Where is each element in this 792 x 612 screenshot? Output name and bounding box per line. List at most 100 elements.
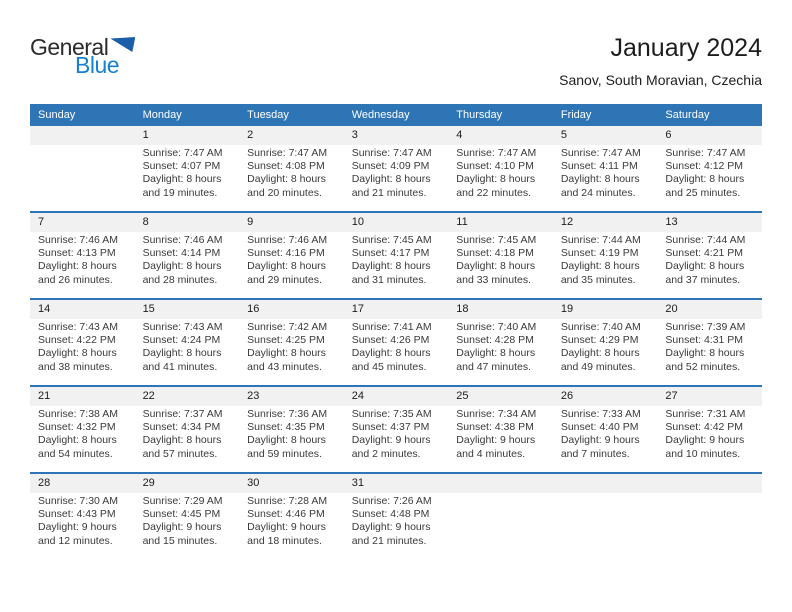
daylight-text-line1: Daylight: 8 hours xyxy=(142,434,222,447)
day-cell: Sunrise: 7:46 AM Sunset: 4:14 PM Daylight:… xyxy=(135,232,240,298)
day-number: 30 xyxy=(247,477,260,489)
day-cell: Sunrise: 7:40 AM Sunset: 4:28 PM Daylight:… xyxy=(448,319,553,385)
day-number: 28 xyxy=(38,477,51,489)
daylight-text-line1: Daylight: 8 hours xyxy=(665,260,745,273)
daylight-text-line1: Daylight: 8 hours xyxy=(665,173,745,186)
day-number: 21 xyxy=(38,390,51,402)
daylight-text-line2: and 20 minutes. xyxy=(247,186,322,199)
day-number-band: 1 2 3 4 5 6 xyxy=(30,126,762,145)
day-cell: Sunrise: 7:40 AM Sunset: 4:29 PM Daylight:… xyxy=(553,319,658,385)
sunrise-text: Sunrise: 7:47 AM xyxy=(247,147,328,159)
daylight-text-line2: and 52 minutes. xyxy=(665,360,741,373)
sunset-text: Sunset: 4:28 PM xyxy=(456,334,534,347)
daylight-text-line2: and 15 minutes. xyxy=(142,534,218,547)
day-number: 23 xyxy=(247,390,260,402)
daylight-text-line1: Daylight: 8 hours xyxy=(456,347,536,360)
weekday-wednesday: Wednesday xyxy=(351,109,410,121)
daylight-text-line2: and 21 minutes. xyxy=(351,534,427,547)
sunrise-text: Sunrise: 7:46 AM xyxy=(142,234,223,246)
sunrise-text: Sunrise: 7:47 AM xyxy=(142,147,223,159)
sunrise-text: Sunrise: 7:46 AM xyxy=(247,234,328,246)
day-cell: Sunrise: 7:47 AM Sunset: 4:07 PM Daylight:… xyxy=(135,145,240,211)
sunset-text: Sunset: 4:25 PM xyxy=(247,334,325,347)
day-number: 27 xyxy=(665,390,678,402)
day-cell: Sunrise: 7:43 AM Sunset: 4:22 PM Daylight:… xyxy=(30,319,135,385)
day-number: 25 xyxy=(456,390,469,402)
day-cell: Sunrise: 7:31 AM Sunset: 4:42 PM Daylight:… xyxy=(657,406,762,472)
sunset-text: Sunset: 4:18 PM xyxy=(456,247,534,260)
day-number: 20 xyxy=(665,303,678,315)
day-cell: Sunrise: 7:37 AM Sunset: 4:34 PM Daylight:… xyxy=(135,406,240,472)
day-cell: Sunrise: 7:47 AM Sunset: 4:10 PM Daylight:… xyxy=(448,145,553,211)
sunrise-text: Sunrise: 7:45 AM xyxy=(456,234,537,246)
week-row: 21 22 23 24 25 26 27 Sunrise: 7:38 AM Sunset: 4:… xyxy=(30,385,762,472)
sunrise-text: Sunrise: 7:39 AM xyxy=(665,321,746,333)
day-cell: Sunrise: 7:44 AM Sunset: 4:19 PM Daylight:… xyxy=(553,232,658,298)
sunrise-text: Sunrise: 7:43 AM xyxy=(38,321,118,333)
day-number: 13 xyxy=(665,216,678,228)
sunset-text: Sunset: 4:46 PM xyxy=(247,508,325,521)
daylight-text-line1: Daylight: 9 hours xyxy=(38,521,117,534)
daylight-text-line2: and 43 minutes. xyxy=(247,360,322,373)
sunset-text: Sunset: 4:26 PM xyxy=(351,334,430,347)
sunrise-text: Sunrise: 7:29 AM xyxy=(142,495,223,507)
sunset-text: Sunset: 4:29 PM xyxy=(560,334,639,347)
day-number-empty xyxy=(30,126,135,145)
day-cell: Sunrise: 7:39 AM Sunset: 4:31 PM Daylight:… xyxy=(657,319,762,385)
daylight-text-line2: and 22 minutes. xyxy=(456,186,531,199)
calendar-table: Sunday Monday Tuesday Wednesday Thursday… xyxy=(30,104,762,559)
logo-text-blue: Blue xyxy=(75,52,120,78)
sunrise-text: Sunrise: 7:38 AM xyxy=(38,408,118,420)
title-block: January 2024 Sanov, South Moravian, Czec… xyxy=(559,34,762,88)
sunset-text: Sunset: 4:11 PM xyxy=(560,160,638,173)
day-cell: Sunrise: 7:41 AM Sunset: 4:26 PM Daylight:… xyxy=(344,319,449,385)
sunrise-text: Sunrise: 7:35 AM xyxy=(351,408,432,420)
daylight-text-line2: and 37 minutes. xyxy=(665,273,741,286)
week-row: 1 2 3 4 5 6 Sunrise: 7:47 AM Sunset: 4:07 PM Day… xyxy=(30,126,762,211)
daylight-text-line1: Daylight: 8 hours xyxy=(456,260,536,273)
day-number-empty xyxy=(553,474,658,493)
day-number: 2 xyxy=(247,129,254,141)
weekday-header-row: Sunday Monday Tuesday Wednesday Thursday… xyxy=(30,104,762,126)
sunset-text: Sunset: 4:48 PM xyxy=(351,508,430,521)
day-cell: Sunrise: 7:47 AM Sunset: 4:08 PM Daylight:… xyxy=(239,145,344,211)
sunset-text: Sunset: 4:12 PM xyxy=(665,160,744,173)
day-number: 3 xyxy=(351,129,358,141)
daylight-text-line2: and 28 minutes. xyxy=(142,273,218,286)
daylight-text-line1: Daylight: 9 hours xyxy=(247,521,326,534)
day-number: 24 xyxy=(351,390,364,402)
sunset-text: Sunset: 4:40 PM xyxy=(560,421,639,434)
day-number: 26 xyxy=(560,390,574,402)
daylight-text-line1: Daylight: 9 hours xyxy=(351,434,431,447)
day-details-row: Sunrise: 7:47 AM Sunset: 4:07 PM Daylight:… xyxy=(30,145,762,211)
sunset-text: Sunset: 4:16 PM xyxy=(247,247,325,260)
weekday-tuesday: Tuesday xyxy=(247,109,289,121)
daylight-text-line2: and 21 minutes. xyxy=(351,186,427,199)
day-cell: Sunrise: 7:34 AM Sunset: 4:38 PM Daylight:… xyxy=(448,406,553,472)
day-cell: Sunrise: 7:38 AM Sunset: 4:32 PM Daylight:… xyxy=(30,406,135,472)
sunrise-text: Sunrise: 7:33 AM xyxy=(560,408,641,420)
daylight-text-line2: and 26 minutes. xyxy=(38,273,113,286)
sunset-text: Sunset: 4:37 PM xyxy=(351,421,430,434)
daylight-text-line2: and 29 minutes. xyxy=(247,273,322,286)
day-number: 29 xyxy=(142,477,155,489)
daylight-text-line1: Daylight: 8 hours xyxy=(351,173,431,186)
sunset-text: Sunset: 4:19 PM xyxy=(560,247,639,260)
day-number: 12 xyxy=(560,216,574,228)
daylight-text-line1: Daylight: 8 hours xyxy=(142,173,222,186)
sunset-text: Sunset: 4:10 PM xyxy=(456,160,534,173)
sunset-text: Sunset: 4:17 PM xyxy=(351,247,430,260)
sunset-text: Sunset: 4:13 PM xyxy=(38,247,116,260)
day-number: 1 xyxy=(142,129,149,141)
daylight-text-line2: and 57 minutes. xyxy=(142,447,218,460)
sunrise-text: Sunrise: 7:46 AM xyxy=(38,234,118,246)
sunset-text: Sunset: 4:24 PM xyxy=(142,334,221,347)
day-number: 11 xyxy=(456,216,468,228)
day-number: 19 xyxy=(560,303,574,315)
day-cell: Sunrise: 7:45 AM Sunset: 4:18 PM Daylight:… xyxy=(448,232,553,298)
day-cell: Sunrise: 7:29 AM Sunset: 4:45 PM Daylight:… xyxy=(135,493,240,559)
sunrise-text: Sunrise: 7:26 AM xyxy=(351,495,432,507)
daylight-text-line2: and 59 minutes. xyxy=(247,447,322,460)
daylight-text-line2: and 25 minutes. xyxy=(665,186,741,199)
